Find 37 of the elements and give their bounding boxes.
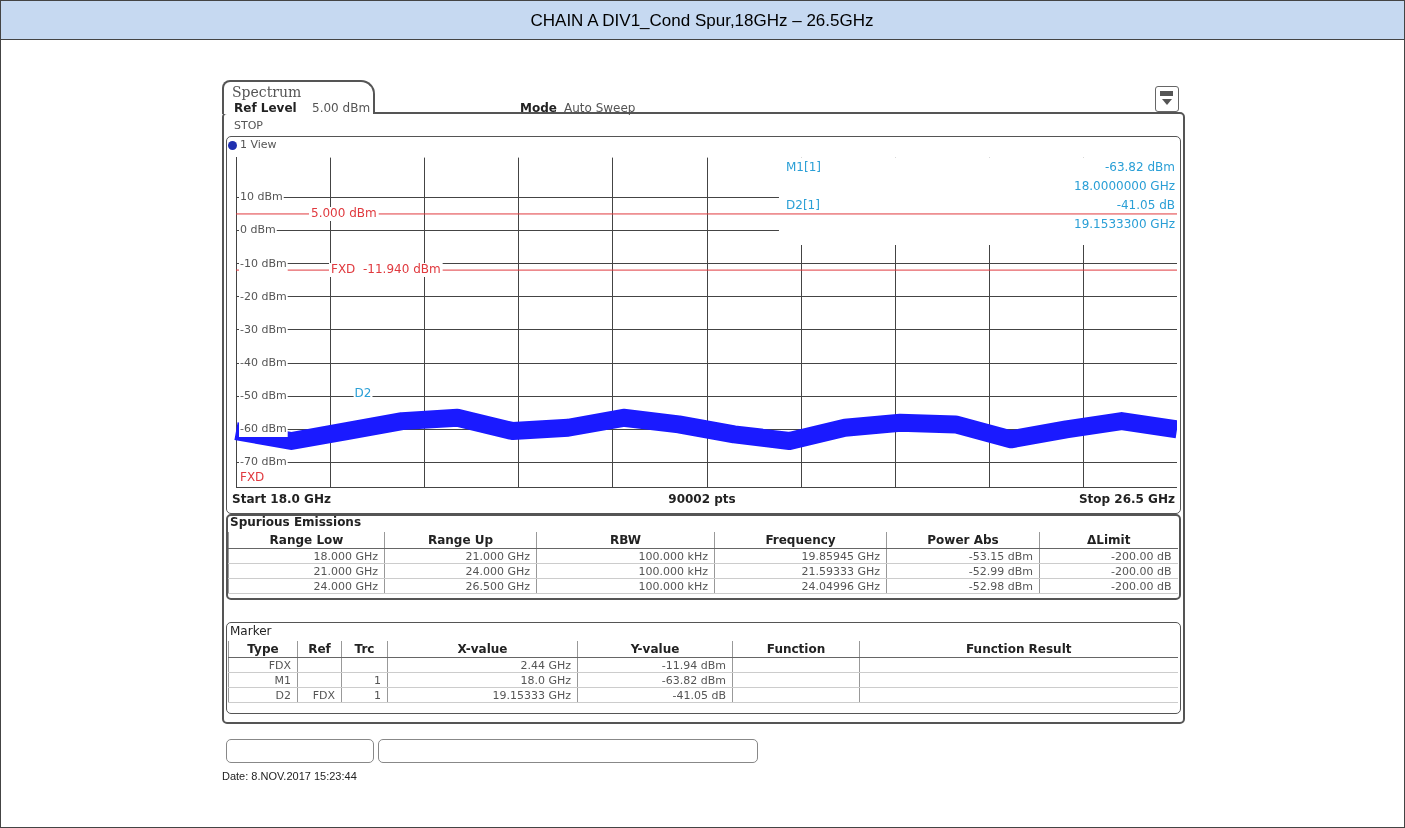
y-tick-label: 10 dBm: [240, 190, 283, 204]
y-tick-label: -10 dBm: [240, 256, 287, 270]
text: Stop 26.5 GHz: [1078, 492, 1175, 506]
text: 24.000 GHz 26.500 GHz 100.000 kHz 24.04996 GHz -52.98 dBm -200.00 dB: [313, 579, 1172, 593]
y-tick-label: -20 dBm: [240, 289, 287, 303]
text: 1 View: [240, 138, 277, 151]
text: Marker: [230, 624, 272, 638]
text: Start 18.0 GHz: [232, 492, 331, 506]
text: Mode Auto Sweep: [520, 101, 636, 115]
text: 18.000 GHz 21.000 GHz 100.000 kHz 19.85945 GHz -53.15 dBm -200.00 dB: [313, 549, 1172, 563]
y-tick-label: -70 dBm: [240, 455, 287, 469]
text: 90002 pts: [668, 492, 736, 506]
annotation: 18.0000000 GHz: [1074, 179, 1175, 193]
text: Spectrum: [232, 84, 302, 100]
text: D2[1] -41.05 dB: [786, 198, 1175, 212]
text: Date: 8.NOV.2017 15:23:44: [222, 770, 357, 782]
text: Range Low Range Up RBW Frequency Power Abs ΔLimit: [269, 533, 1131, 547]
text: M1 1 18.0 GHz -63.82 dBm: [274, 673, 726, 687]
annotation: FXD: [240, 469, 265, 484]
text: Spurious Emissions: [230, 515, 362, 529]
y-tick-label: -50 dBm: [240, 389, 287, 403]
y-tick-label: 0 dBm: [240, 223, 276, 237]
text: M1[1] -63.82 dBm: [786, 160, 1175, 174]
ref-line-label: FXD -11.940 dBm: [331, 262, 441, 277]
annotation: 19.1533300 GHz: [1074, 217, 1175, 231]
text: Ref Level 5.00 dBm: [234, 101, 371, 115]
text: D2 FDX 1 19.15333 GHz -41.05 dB: [275, 688, 726, 702]
ref-line-label: 5.000 dBm: [311, 206, 377, 221]
text: STOP: [234, 119, 263, 132]
y-tick-label: -30 dBm: [240, 322, 287, 336]
annotation: D2: [354, 386, 372, 401]
chart-title: CHAIN A DIV1_Cond Spur,18GHz – 26.5GHz: [530, 11, 874, 31]
text: 21.000 GHz 24.000 GHz 100.000 kHz 21.59333 GHz -52.99 dBm -200.00 dB: [313, 564, 1172, 578]
y-tick-label: -60 dBm: [240, 422, 287, 436]
text: FDX 2.44 GHz -11.94 dBm: [268, 658, 726, 672]
y-tick-label: -40 dBm: [240, 355, 287, 369]
text: Type Ref Trc X-value Y-value Function Function Result: [247, 642, 1072, 656]
